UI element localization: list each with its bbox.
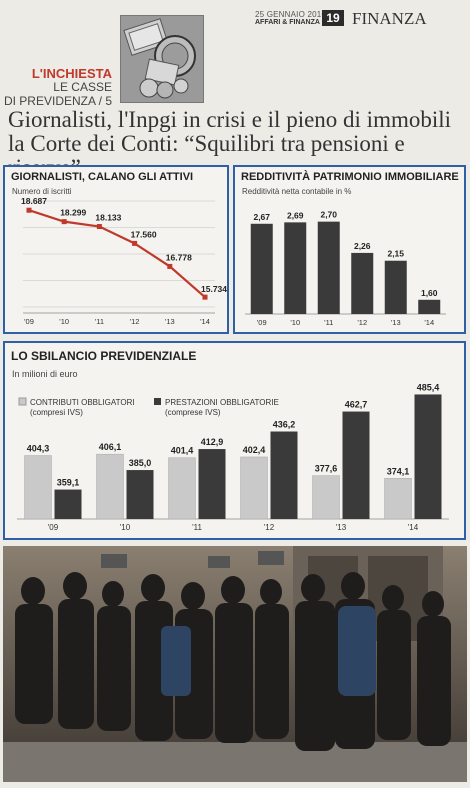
chart-title: REDDITIVITÀ PATRIMONIO IMMOBILIARE [241, 171, 459, 183]
grouped-bar-chart-canvas: CONTRIBUTI OBBLIGATORI (compresi IVS) PR… [17, 382, 449, 532]
data-point [61, 219, 67, 225]
data-label: 1,60 [421, 288, 438, 298]
data-point [167, 263, 173, 269]
bar [342, 411, 370, 519]
x-tick-label: '14 [408, 523, 419, 532]
x-tick-label: '11 [95, 317, 104, 326]
bar [317, 221, 340, 314]
chart-subtitle: Numero di iscritti [12, 187, 72, 196]
chart-subtitle: In milioni di euro [12, 369, 78, 379]
legend-swatch-benefits [154, 398, 161, 405]
kicker-label: L'INCHIESTA [31, 66, 112, 81]
bar [24, 455, 52, 520]
data-label: 2,15 [387, 249, 404, 259]
line-chart-canvas: 18.687 '09 18.299 '10 18.133 '11 17.560 '12 16.7… [21, 196, 227, 326]
data-label: 18.133 [95, 213, 121, 223]
data-label: 406,1 [99, 442, 122, 452]
data-label: 462,7 [345, 400, 368, 410]
data-point [96, 224, 102, 230]
legend-label-contributions: CONTRIBUTI OBBLIGATORI [30, 398, 135, 407]
data-label: 412,9 [201, 437, 224, 447]
data-label: 377,6 [315, 464, 338, 474]
bar [384, 260, 407, 314]
x-tick-label: '14 [424, 318, 434, 327]
chart-pension-imbalance: LO SBILANCIO PREVIDENZIALE In milioni di… [3, 341, 466, 540]
legend-swatch-contributions [18, 397, 27, 406]
x-tick-label: '14 [200, 317, 210, 326]
kicker-series-number: DI PREVIDENZA / 5 [3, 94, 112, 108]
bar [414, 394, 442, 519]
bar [250, 223, 273, 314]
x-tick-label: '12 [130, 317, 140, 326]
x-tick-label: '10 [120, 523, 131, 532]
data-point [26, 207, 32, 213]
data-label: 359,1 [57, 478, 80, 488]
x-tick-label: '13 [336, 523, 347, 532]
bar [198, 449, 226, 519]
data-label: 15.734 [201, 284, 227, 294]
x-tick-label: '13 [165, 317, 175, 326]
x-tick-label: '11 [192, 523, 202, 532]
x-tick-label: '12 [357, 318, 367, 327]
series-line [28, 209, 206, 298]
data-label: 2,67 [253, 212, 270, 222]
x-tick-label: '09 [48, 523, 59, 532]
bar-chart-canvas: 2,67 '09 2,69 '10 2,70 '11 2,26 '12 2,15 '13 1,60 '… [245, 210, 446, 327]
coins-illustration-icon [120, 15, 204, 103]
data-label: 2,69 [287, 210, 304, 220]
data-label: 18.299 [60, 208, 86, 218]
data-label: 404,3 [27, 444, 50, 454]
data-label: 16.778 [166, 252, 192, 262]
legend-sublabel-contributions: (compresi IVS) [30, 408, 83, 417]
chart-active-members: GIORNALISTI, CALANO GLI ATTIVI Numero di… [3, 165, 229, 334]
x-tick-label: '10 [59, 317, 69, 326]
data-label: 436,2 [273, 420, 296, 430]
bar [284, 222, 307, 314]
bar [270, 431, 298, 519]
page-number: 19 [322, 10, 344, 26]
x-tick-label: '10 [290, 318, 300, 327]
x-tick-label: '12 [264, 523, 275, 532]
data-point [132, 240, 138, 246]
x-tick-label: '09 [24, 317, 34, 326]
bar [126, 470, 154, 519]
publication-brand: AFFARI & FINANZA [255, 19, 320, 26]
legend-sublabel-benefits: (comprese IVS) [165, 408, 221, 417]
data-label: 17.560 [131, 229, 157, 239]
data-label: 485,4 [417, 382, 440, 392]
chart-subtitle: Redditività netta contabile in % [242, 187, 352, 196]
data-label: 385,0 [129, 458, 152, 468]
x-tick-label: '11 [324, 318, 333, 327]
x-tick-label: '09 [257, 318, 267, 327]
data-label: 401,4 [171, 446, 194, 456]
data-label: 374,1 [387, 466, 410, 476]
data-label: 18.687 [21, 196, 47, 206]
bar [168, 457, 196, 520]
bar [351, 252, 374, 314]
press-crowd-photo [3, 546, 467, 782]
legend-label-benefits: PRESTAZIONI OBBLIGATORIE [165, 398, 279, 407]
bar [54, 489, 82, 519]
bar [96, 453, 124, 520]
issue-date: 25 GENNAIO 2016 [255, 10, 327, 19]
data-point [202, 294, 208, 300]
data-label: 2,70 [320, 210, 337, 220]
data-label: 2,26 [354, 241, 371, 251]
x-tick-label: '13 [391, 318, 401, 327]
chart-title: GIORNALISTI, CALANO GLI ATTIVI [11, 171, 194, 183]
bar [418, 299, 441, 314]
chart-title: LO SBILANCIO PREVIDENZIALE [11, 349, 197, 363]
kicker-series: LE CASSE [53, 80, 112, 94]
section-name: FINANZA [352, 9, 427, 28]
bar [312, 475, 340, 520]
chart-real-estate-yield: REDDITIVITÀ PATRIMONIO IMMOBILIARE Reddi… [233, 165, 466, 334]
bar [384, 478, 412, 520]
bar [240, 456, 268, 520]
data-label: 402,4 [243, 445, 266, 455]
